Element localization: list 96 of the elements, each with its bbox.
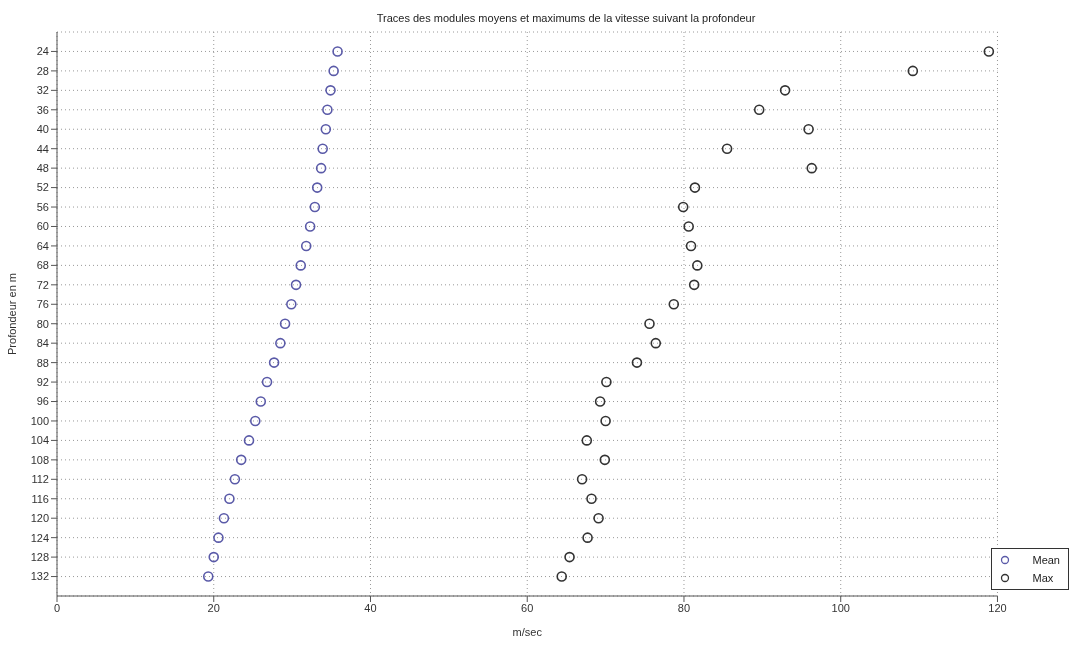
point: [650, 337, 662, 349]
x-axis-title: m/sec: [512, 626, 543, 638]
y-tick-label: 76: [36, 298, 49, 311]
point: [586, 493, 597, 505]
point: [564, 551, 575, 563]
y-tick-label: 128: [30, 551, 49, 564]
point: [576, 474, 588, 485]
x-tick-label: 20: [207, 601, 220, 614]
point: [806, 162, 818, 174]
point: [249, 415, 261, 427]
y-tick-label: 104: [30, 434, 49, 447]
x-tick-label: 80: [677, 601, 691, 614]
y-tick-label: 40: [36, 123, 49, 136]
point: [582, 532, 593, 543]
point: [290, 279, 302, 291]
point: [581, 435, 593, 446]
point: [689, 182, 701, 193]
point: [644, 318, 655, 330]
point: [295, 260, 307, 271]
y-tick-label: 68: [36, 259, 49, 272]
point: [243, 435, 255, 446]
point: [275, 337, 286, 349]
point: [279, 318, 291, 330]
y-tick-label: 88: [36, 356, 49, 369]
point: [753, 104, 765, 116]
point: [315, 162, 327, 174]
x-tick-label: 0: [53, 601, 61, 614]
point: [328, 65, 339, 77]
y-tick-label: 64: [36, 239, 49, 252]
y-tick-label: 116: [31, 492, 49, 505]
x-tick-label: 40: [364, 601, 377, 614]
y-axis-title: Profondeur en m: [5, 273, 18, 355]
point: [300, 240, 312, 252]
point: [208, 551, 220, 563]
point: [601, 376, 612, 388]
point: [668, 298, 680, 310]
point: [332, 46, 343, 57]
y-tick-label: 120: [30, 512, 49, 525]
y-tick-label: 132: [30, 570, 49, 583]
y-tick-label: 52: [36, 181, 49, 194]
y-tick-label: 56: [36, 200, 49, 213]
y-tick-label: 96: [36, 395, 49, 408]
y-tick-label: 32: [36, 84, 49, 97]
point: [322, 104, 333, 116]
x-tick-label: 60: [521, 601, 534, 614]
point: [286, 298, 297, 310]
point: [803, 123, 814, 135]
y-tick-label: 60: [36, 220, 49, 233]
point: [235, 454, 247, 466]
point: [631, 357, 643, 368]
y-tick-label: 44: [36, 142, 49, 155]
y-tick-label: 36: [36, 103, 49, 116]
point: [779, 85, 791, 96]
point: [325, 85, 336, 96]
y-tick-label: 28: [36, 64, 49, 77]
point: [593, 512, 604, 524]
point: [213, 532, 224, 543]
legend-label: Max: [1032, 571, 1054, 586]
point: [317, 143, 328, 154]
point: [600, 415, 611, 427]
x-tick-label: 120: [988, 601, 1007, 614]
chart-title: Traces des modules moyens et maximums de la vitesse suivant la profondeur: [375, 12, 757, 24]
point: [599, 454, 611, 466]
point: [721, 143, 733, 154]
point: [594, 396, 606, 407]
y-tick-label: 108: [30, 453, 49, 466]
y-tick-label: 72: [36, 278, 49, 291]
y-tick-label: 24: [36, 45, 49, 58]
point: [907, 65, 919, 77]
point: [202, 571, 214, 582]
point: [261, 376, 273, 388]
point: [692, 260, 703, 271]
y-tick-label: 92: [36, 375, 49, 388]
legend-label: Mean: [1032, 553, 1060, 568]
y-tick-label: 112: [31, 473, 49, 486]
point: [688, 279, 700, 291]
point: [556, 571, 568, 582]
point: [983, 46, 995, 57]
x-tick-label: 100: [831, 601, 850, 614]
point: [309, 201, 321, 213]
point: [224, 493, 235, 505]
point: [311, 182, 323, 193]
point: [320, 123, 332, 135]
y-tick-label: 100: [30, 414, 49, 427]
point: [685, 240, 697, 252]
point: [683, 221, 694, 232]
point: [218, 512, 230, 524]
point: [255, 396, 267, 407]
y-tick-label: 80: [36, 317, 49, 330]
y-tick-label: 124: [30, 531, 49, 544]
point: [304, 221, 316, 232]
point: [677, 201, 689, 213]
y-tick-label: 84: [36, 337, 49, 350]
y-tick-label: 48: [36, 162, 49, 175]
point: [268, 357, 280, 368]
point: [229, 474, 241, 485]
